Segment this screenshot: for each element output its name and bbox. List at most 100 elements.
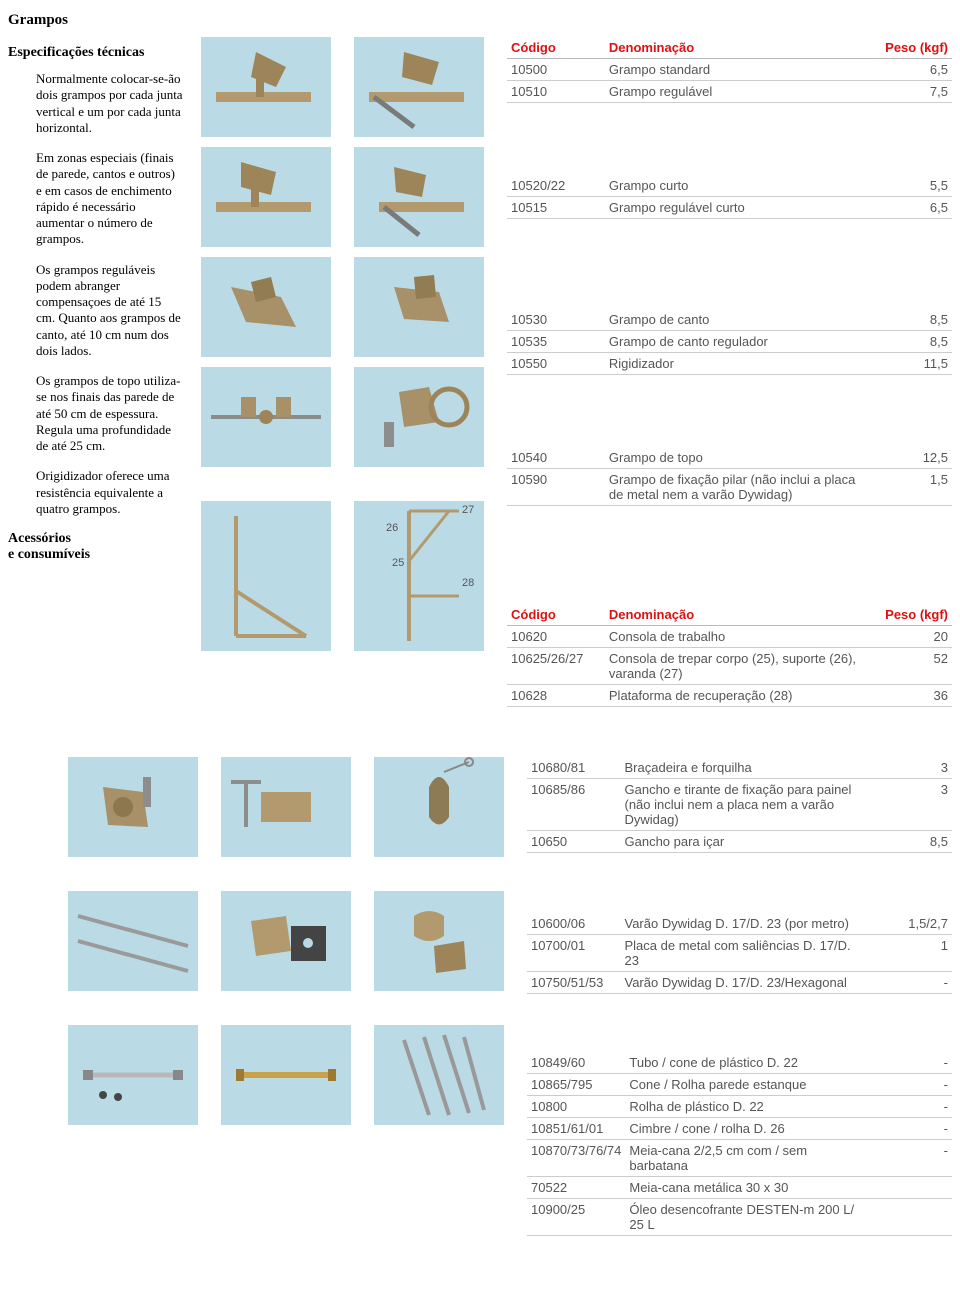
table-row: 10851/61/01Cimbre / cone / rolha D. 26- — [527, 1118, 952, 1140]
cell-denom: Óleo desencofrante DESTEN-m 200 L/ 25 L — [625, 1199, 868, 1236]
product-thumb — [221, 1025, 351, 1125]
table-row: 10590Grampo de fixação pilar (não inclui… — [507, 469, 952, 506]
cell-peso: 3 — [867, 757, 952, 779]
product-thumb — [68, 757, 198, 857]
cell-denom: Braçadeira e forquilha — [621, 757, 868, 779]
product-thumb — [201, 257, 331, 357]
cell-code: 10510 — [507, 81, 605, 103]
cell-peso: - — [869, 1118, 952, 1140]
cell-peso: 11,5 — [863, 353, 952, 375]
cell-denom: Rolha de plástico D. 22 — [625, 1096, 868, 1118]
cell-peso — [869, 1177, 952, 1199]
table-row: 10865/795Cone / Rolha parede estanque- — [527, 1074, 952, 1096]
cell-peso: 52 — [863, 648, 952, 685]
cell-peso: - — [867, 972, 952, 994]
cell-peso — [869, 1199, 952, 1236]
diagram-label: 27 — [462, 504, 474, 516]
cell-peso: 3 — [867, 779, 952, 831]
table-row: 10600/06Varão Dywidag D. 17/D. 23 (por m… — [527, 913, 952, 935]
product-thumb — [354, 147, 484, 247]
cell-denom: Cimbre / cone / rolha D. 26 — [625, 1118, 868, 1140]
cell-denom: Placa de metal com saliências D. 17/D. 2… — [621, 935, 868, 972]
diagram-label: 28 — [462, 577, 474, 589]
spec-table-accessories-4: 10849/60Tubo / cone de plástico D. 22-10… — [527, 1052, 952, 1236]
cell-peso: 1,5/2,7 — [867, 913, 952, 935]
cell-code: 10628 — [507, 685, 605, 707]
spec-table-accessories-1: Código Denominação Peso (kgf) 10620Conso… — [507, 604, 952, 707]
product-thumb — [201, 147, 331, 247]
spec-paragraph: Normalmente colocar-se-ão dois grampos p… — [36, 71, 183, 136]
cell-code: 10620 — [507, 626, 605, 648]
cell-denom: Consola de trepar corpo (25), suporte (2… — [605, 648, 863, 685]
table-row: 10530Grampo de canto8,5 — [507, 309, 952, 331]
product-thumb: 26 27 25 28 — [354, 501, 484, 651]
product-thumb — [201, 37, 331, 137]
product-thumb — [221, 891, 351, 991]
cell-peso: - — [869, 1074, 952, 1096]
cell-peso: 20 — [863, 626, 952, 648]
cell-code: 10590 — [507, 469, 605, 506]
col-code: Código — [507, 604, 605, 626]
cell-code: 70522 — [527, 1177, 625, 1199]
table-row: 10500Grampo standard6,5 — [507, 59, 952, 81]
cell-denom: Varão Dywidag D. 17/D. 23/Hexagonal — [621, 972, 868, 994]
cell-peso: 7,5 — [863, 81, 952, 103]
cell-code: 10625/26/27 — [507, 648, 605, 685]
cell-peso: 8,5 — [863, 331, 952, 353]
cell-denom: Gancho e tirante de fixação para painel … — [621, 779, 868, 831]
cell-peso: 1,5 — [863, 469, 952, 506]
table-row: 10510Grampo regulável7,5 — [507, 81, 952, 103]
cell-code: 10685/86 — [527, 779, 621, 831]
cell-code: 10750/51/53 — [527, 972, 621, 994]
product-thumb — [221, 757, 351, 857]
cell-denom: Grampo de canto — [605, 309, 863, 331]
diagram-label: 25 — [392, 557, 404, 569]
heading-specs: Especificações técnicas — [8, 45, 183, 61]
product-thumb — [374, 1025, 504, 1125]
spec-table-grampos-4: 10540Grampo de topo12,510590Grampo de fi… — [507, 447, 952, 506]
cell-peso: 12,5 — [863, 447, 952, 469]
table-row: 10520/22Grampo curto5,5 — [507, 175, 952, 197]
table-row: 10620Consola de trabalho20 — [507, 626, 952, 648]
cell-peso: 6,5 — [863, 59, 952, 81]
cell-code: 10865/795 — [527, 1074, 625, 1096]
cell-peso: 8,5 — [863, 309, 952, 331]
cell-peso: 6,5 — [863, 197, 952, 219]
cell-denom: Grampo regulável curto — [605, 197, 863, 219]
spec-paragraph: Os grampos de topo utiliza-se nos finais… — [36, 373, 183, 454]
table-row: 10515Grampo regulável curto6,5 — [507, 197, 952, 219]
spec-paragraph: Os grampos reguláveis podem abranger com… — [36, 262, 183, 360]
cell-denom: Gancho para içar — [621, 831, 868, 853]
spec-table-grampos-2: 10520/22Grampo curto5,510515Grampo regul… — [507, 175, 952, 219]
product-thumb — [354, 367, 484, 467]
cell-denom: Grampo standard — [605, 59, 863, 81]
heading-accessories: e consumíveis — [8, 547, 183, 563]
table-row: 10680/81Braçadeira e forquilha3 — [527, 757, 952, 779]
table-row: 10870/73/76/74Meia-cana 2/2,5 cm com / s… — [527, 1140, 952, 1177]
cell-denom: Cone / Rolha parede estanque — [625, 1074, 868, 1096]
table-row: 10900/25Óleo desencofrante DESTEN-m 200 … — [527, 1199, 952, 1236]
cell-code: 10849/60 — [527, 1052, 625, 1074]
cell-code: 10550 — [507, 353, 605, 375]
cell-peso: 8,5 — [867, 831, 952, 853]
cell-code: 10540 — [507, 447, 605, 469]
product-thumb — [354, 37, 484, 137]
cell-code: 10800 — [527, 1096, 625, 1118]
product-thumb — [68, 891, 198, 991]
cell-code: 10600/06 — [527, 913, 621, 935]
cell-peso: 36 — [863, 685, 952, 707]
product-thumb — [374, 891, 504, 991]
table-row: 70522Meia-cana metálica 30 x 30 — [527, 1177, 952, 1199]
table-row: 10849/60Tubo / cone de plástico D. 22- — [527, 1052, 952, 1074]
cell-code: 10700/01 — [527, 935, 621, 972]
spec-paragraph: Em zonas especiais (finais de parede, ca… — [36, 150, 183, 248]
product-thumb — [374, 757, 504, 857]
cell-peso: 5,5 — [863, 175, 952, 197]
product-thumb — [201, 367, 331, 467]
cell-denom: Plataforma de recuperação (28) — [605, 685, 863, 707]
spec-table-grampos-3: 10530Grampo de canto8,510535Grampo de ca… — [507, 309, 952, 375]
diagram-label: 26 — [386, 522, 398, 534]
cell-denom: Varão Dywidag D. 17/D. 23 (por metro) — [621, 913, 868, 935]
spec-table-grampos-1: Código Denominação Peso (kgf) 10500Gramp… — [507, 37, 952, 103]
table-row: 10550Rigidizador11,5 — [507, 353, 952, 375]
